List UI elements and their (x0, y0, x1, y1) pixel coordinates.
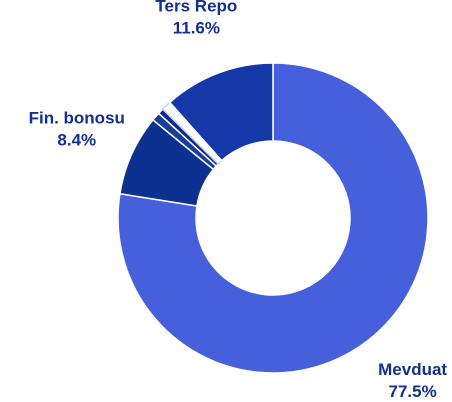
slice-value-label: 8.4% (57, 131, 96, 150)
slice-label: Mevduat (378, 360, 447, 379)
donut-slice (168, 62, 274, 162)
slice-label: Ters Repo (155, 0, 237, 15)
slice-label: Fin. bonosu (29, 109, 125, 128)
donut-slice (117, 62, 429, 374)
slice-value-label: 77.5% (389, 382, 437, 401)
slice-value-label: 11.6% (173, 18, 220, 37)
